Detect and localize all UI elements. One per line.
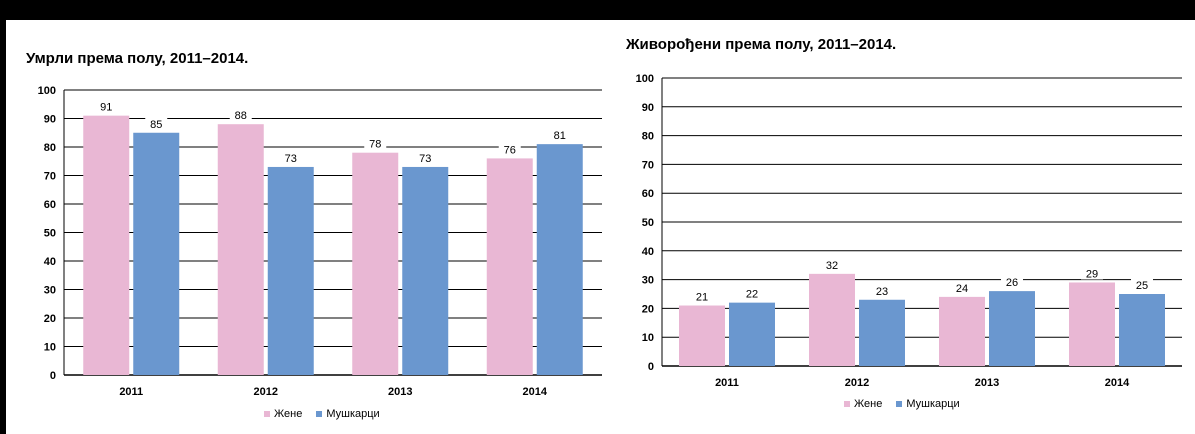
data-label: 76 (504, 144, 516, 156)
men-swatch-icon (316, 411, 323, 417)
legend-label-men: Мушкарци (326, 408, 380, 420)
data-label: 23 (876, 286, 888, 298)
y-tick-label: 30 (44, 285, 56, 297)
bar-men-2014 (536, 144, 583, 375)
x-tick-label: 2013 (388, 386, 412, 398)
deaths-by-sex-chart-panel: Умрли према полу, 2011–2014. 0 10 20 30 40 50… (26, 20, 606, 434)
data-label-background (229, 109, 252, 122)
data-label-background (1001, 276, 1023, 289)
data-label: 22 (746, 289, 758, 301)
deaths-bar-chart: 0 10 20 30 40 50 60 70 80 90 100 91 85 2011 88 73 2012 78… (38, 85, 602, 398)
legend-item-men: Мушкарци (896, 398, 960, 410)
bar-men-2011 (133, 132, 180, 375)
data-label: 25 (1136, 280, 1148, 292)
bar-women-2012 (809, 273, 855, 366)
y-tick-label: 100 (636, 73, 654, 85)
legend-item-women: Жене (844, 398, 882, 410)
y-tick-label: 70 (642, 159, 654, 171)
legend-label-women: Жене (274, 408, 303, 420)
bar-women-2011 (83, 115, 130, 376)
x-tick-label: 2014 (1105, 377, 1130, 389)
bar-women-2011 (679, 305, 725, 366)
y-tick-label: 20 (642, 303, 654, 315)
data-label: 91 (100, 102, 112, 114)
y-tick-label: 50 (642, 217, 654, 229)
y-tick-label: 40 (642, 246, 654, 258)
births-bar-chart: 0 10 20 30 40 50 60 70 80 90 100 21 22 2011 32 23 2012 24… (636, 73, 1182, 389)
women-swatch-icon (264, 411, 270, 417)
y-tick-label: 90 (642, 102, 654, 114)
data-label: 88 (235, 110, 247, 122)
data-label-background (498, 143, 521, 156)
y-tick-label: 20 (44, 313, 56, 325)
x-tick-label: 2011 (715, 377, 739, 389)
data-label-background (821, 258, 843, 271)
report-sheet: Умрли према полу, 2011–2014. 0 10 20 30 40 50… (6, 20, 1195, 434)
y-tick-label: 60 (44, 199, 56, 211)
legend-label-men: Мушкарци (906, 398, 960, 410)
data-label-background (1081, 267, 1103, 280)
x-tick-label: 2011 (119, 386, 143, 398)
data-label-background (548, 129, 571, 142)
y-tick-label: 90 (44, 114, 56, 126)
data-label: 29 (1086, 268, 1098, 280)
data-label: 85 (150, 119, 162, 131)
x-tick-label: 2012 (845, 377, 869, 389)
bar-men-2012 (859, 299, 905, 366)
bar-men-2013 (402, 166, 449, 375)
data-label-background (414, 151, 437, 164)
data-label-background (364, 137, 387, 150)
men-swatch-icon (896, 401, 903, 407)
y-tick-label: 50 (44, 228, 56, 240)
y-tick-label: 10 (642, 332, 654, 344)
y-tick-label: 10 (44, 342, 56, 354)
chart-title: Умрли према полу, 2011–2014. (26, 50, 249, 67)
data-label-background (279, 151, 302, 164)
legend-label-women: Жене (854, 398, 883, 410)
chart-legend: Жене Мушкарци (264, 408, 380, 420)
data-label: 32 (826, 260, 838, 272)
y-tick-label: 80 (642, 131, 654, 143)
y-tick-label: 80 (44, 142, 56, 154)
data-label: 26 (1006, 277, 1018, 289)
data-label-background (871, 284, 893, 297)
data-label-background (145, 117, 168, 130)
bar-women-2014 (486, 158, 533, 375)
bar-men-2013 (989, 291, 1035, 366)
y-tick-label: 70 (44, 171, 56, 183)
data-label: 73 (419, 153, 431, 165)
y-tick-label: 100 (38, 85, 56, 97)
bar-women-2013 (939, 296, 985, 366)
women-swatch-icon (844, 401, 850, 407)
y-tick-label: 0 (50, 370, 56, 382)
bar-women-2012 (217, 124, 264, 375)
data-label-background (1131, 279, 1153, 291)
data-label: 78 (369, 139, 381, 151)
births-by-sex-chart-panel: Живорођени према полу, 2011–2014. 0 10 20 3… (626, 20, 1186, 434)
data-label-background (741, 287, 763, 300)
data-label: 73 (285, 153, 297, 165)
chart-title: Живорођени према полу, 2011–2014. (626, 36, 897, 53)
y-tick-label: 30 (642, 275, 654, 287)
data-label-background (95, 100, 118, 113)
data-label-background (951, 281, 973, 294)
chart-legend: Жене Мушкарци (844, 398, 960, 410)
data-label: 81 (554, 130, 566, 142)
bar-men-2011 (729, 302, 775, 366)
legend-item-women: Жене (264, 408, 302, 420)
x-tick-label: 2014 (523, 386, 548, 398)
x-tick-label: 2012 (254, 386, 278, 398)
y-tick-label: 40 (44, 256, 56, 268)
y-tick-label: 0 (648, 361, 654, 373)
data-label: 21 (696, 292, 708, 304)
bar-men-2012 (267, 166, 314, 375)
bar-women-2013 (352, 152, 399, 375)
bar-men-2014 (1119, 294, 1165, 366)
x-tick-label: 2013 (975, 377, 999, 389)
data-label: 24 (956, 283, 968, 295)
data-label-background (691, 290, 713, 303)
y-tick-label: 60 (642, 188, 654, 200)
legend-item-men: Мушкарци (316, 408, 380, 420)
bar-women-2014 (1069, 282, 1115, 366)
